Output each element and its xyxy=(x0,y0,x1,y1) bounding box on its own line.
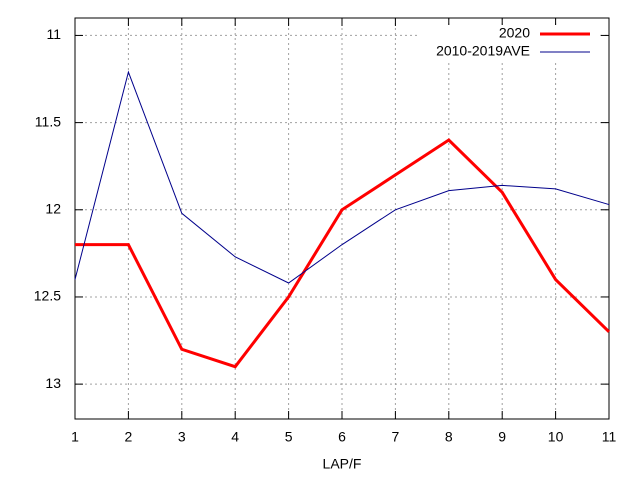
x-tick-label: 5 xyxy=(285,429,293,445)
x-tick-label: 7 xyxy=(392,429,400,445)
y-tick-label: 11 xyxy=(46,26,61,42)
x-tick-label: 1 xyxy=(71,429,79,445)
x-tick-label: 8 xyxy=(445,429,453,445)
x-tick-label: 3 xyxy=(178,429,186,445)
y-tick-label: 13 xyxy=(45,375,61,391)
data-line xyxy=(74,70,610,284)
x-tick-label: 11 xyxy=(602,429,617,445)
x-axis-label: LAP/F xyxy=(323,456,362,472)
y-tick-label: 11.5 xyxy=(35,113,61,129)
x-tick-label: 4 xyxy=(231,429,239,445)
x-tick-label: 2 xyxy=(125,429,133,445)
legend-label: 2010-2019AVE xyxy=(436,43,530,59)
legend-label: 2020 xyxy=(499,25,530,41)
plot-frame xyxy=(74,17,610,420)
y-tick-label: 12.5 xyxy=(34,288,61,304)
x-tick-label: 10 xyxy=(548,429,564,445)
data-line xyxy=(75,138,611,369)
legend-bg xyxy=(420,43,600,61)
x-tick-label: 6 xyxy=(338,429,346,445)
legend-bg xyxy=(420,25,600,43)
x-tick-label: 9 xyxy=(498,429,506,445)
y-tick-label: 12 xyxy=(45,200,61,216)
